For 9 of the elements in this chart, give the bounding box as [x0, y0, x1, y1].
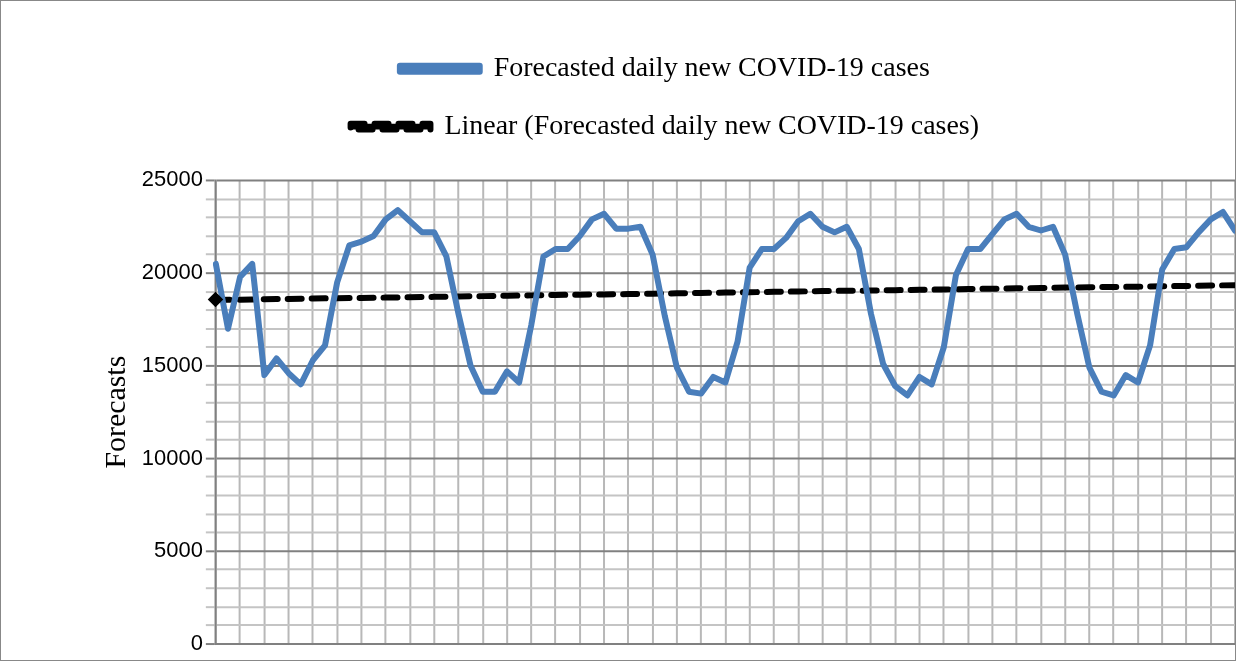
y-tick-label: 5000 — [154, 537, 203, 563]
legend-label: Forecasted daily new COVID-19 cases — [493, 51, 930, 83]
y-tick-label: 25000 — [141, 166, 203, 192]
y-axis-title: Forecasts — [97, 355, 131, 469]
y-tick-label: 15000 — [141, 351, 203, 377]
y-tick-label: 10000 — [141, 444, 203, 470]
legend-label: Linear (Forecasted daily new COVID-19 cases) — [444, 108, 980, 140]
y-tick-label: 20000 — [141, 259, 203, 285]
y-tick-label: 0 — [190, 629, 203, 655]
